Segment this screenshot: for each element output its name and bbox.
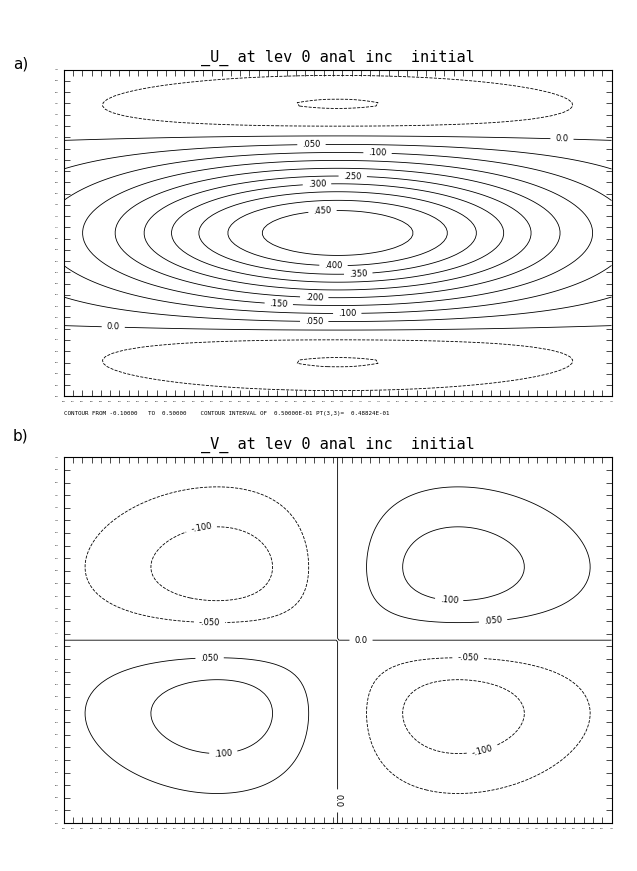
Text: 0.0: 0.0 — [106, 322, 120, 332]
Text: .100: .100 — [214, 748, 233, 759]
Text: .350: .350 — [349, 269, 368, 279]
Text: b): b) — [13, 429, 29, 443]
Text: 0.0: 0.0 — [354, 636, 368, 645]
Text: .200: .200 — [305, 293, 324, 302]
Text: .100: .100 — [368, 148, 387, 158]
Text: -.050: -.050 — [199, 618, 220, 627]
Text: -.100: -.100 — [471, 743, 494, 758]
Text: .150: .150 — [269, 299, 288, 309]
Text: 0.0: 0.0 — [333, 794, 342, 807]
Text: .050: .050 — [200, 653, 219, 663]
Text: .450: .450 — [313, 206, 332, 216]
Text: CONTOUR FROM -0.10000   TO  0.50000    CONTOUR INTERVAL OF  0.50000E-01 PT(3,3)=: CONTOUR FROM -0.10000 TO 0.50000 CONTOUR… — [64, 411, 389, 416]
Title: _V_ at lev 0 anal inc  initial: _V_ at lev 0 anal inc initial — [201, 437, 475, 453]
Text: .100: .100 — [338, 309, 357, 318]
Text: .250: .250 — [343, 172, 362, 181]
Title: _U_ at lev 0 anal inc  initial: _U_ at lev 0 anal inc initial — [201, 50, 475, 65]
Text: -.100: -.100 — [190, 522, 213, 535]
Text: .050: .050 — [302, 140, 320, 149]
Text: 0.0: 0.0 — [555, 134, 569, 144]
Text: -.050: -.050 — [457, 653, 479, 663]
Text: .050: .050 — [483, 616, 503, 626]
Text: .400: .400 — [324, 261, 343, 270]
Text: a): a) — [13, 57, 28, 71]
Text: .050: .050 — [305, 317, 324, 326]
Text: .300: .300 — [308, 179, 326, 189]
Text: .100: .100 — [440, 595, 459, 605]
